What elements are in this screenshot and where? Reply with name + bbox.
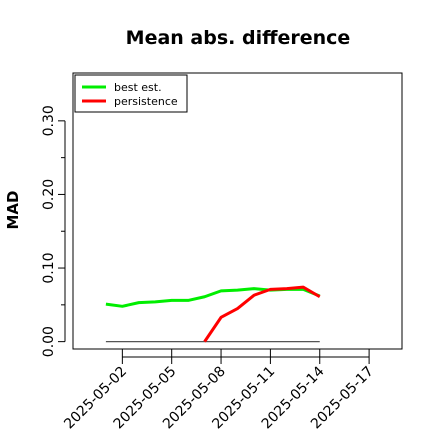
series-persistence [203,285,321,343]
y-tick-label: 0.30 [41,105,57,136]
legend-label: best est. [114,81,162,94]
legend-box [74,74,188,113]
plot-frame [72,72,403,350]
y-tick-label: 0.10 [41,252,57,283]
series-best-est [105,287,321,308]
series-layer [105,285,321,343]
series-line [105,287,321,308]
y-axis-label: MAD [4,191,22,230]
series-line [203,285,321,343]
y-tick-label: 0.20 [41,179,57,210]
legend-entry: best est. [82,81,162,94]
legend-entry: persistence [82,95,178,108]
y-axis: 0.00 0.10 0.20 0.30 [41,105,66,357]
chart-title: Mean abs. difference [126,27,351,49]
x-axis: 2025-05-022025-05-052025-05-082025-05-11… [61,349,377,432]
legend-label: persistence [114,95,178,108]
legend: best est.persistence [74,74,188,113]
y-tick-label: 0.00 [41,326,57,357]
